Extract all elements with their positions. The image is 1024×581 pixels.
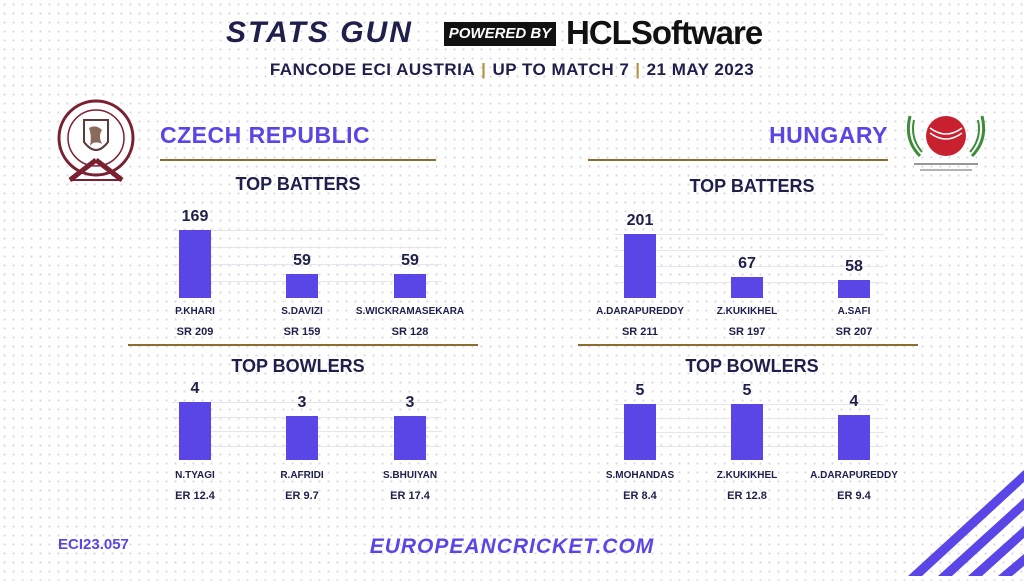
powered-by-badge: POWERED BY [444, 22, 556, 46]
player-stat-label: ER 12.4 [175, 490, 215, 502]
gridline [172, 402, 442, 403]
gridline [172, 264, 442, 265]
player-name-label: A.DARAPUREDDY [596, 306, 684, 317]
bar-value-label: 201 [626, 212, 654, 229]
bar-value-label: 169 [181, 208, 209, 225]
bar-value-label: 3 [297, 394, 307, 411]
player-name-label: Z.KUKIKHEL [716, 306, 778, 317]
player-name-label: S.DAVIZI [281, 306, 323, 317]
subtitle-match: UP TO MATCH 7 [492, 60, 630, 79]
player-stat-label: SR 197 [728, 326, 766, 338]
bar [179, 402, 211, 460]
team-name-hungary: HUNGARY [769, 122, 888, 148]
czech-cricket-crest-icon [56, 98, 136, 194]
bar [394, 274, 426, 298]
player-stat-label: SR 209 [176, 326, 214, 338]
player-name-label: A.DARAPUREDDY [810, 470, 898, 481]
subtitle-date: 21 MAY 2023 [646, 60, 755, 79]
gridline [614, 234, 884, 235]
subtitle-tournament: FANCODE ECI AUSTRIA [269, 60, 476, 79]
chart-title: TOP BOWLERS [685, 356, 819, 376]
player-stat-label: SR 211 [621, 326, 659, 338]
graphic-code: ECI23.057 [58, 536, 129, 553]
player-name-label: Z.KUKIKHEL [716, 470, 778, 481]
hungary-cricket-ball-icon [900, 106, 992, 178]
player-stat-label: SR 128 [391, 326, 429, 338]
bar [286, 416, 318, 460]
player-stat-label: ER 17.4 [390, 490, 430, 502]
bar [731, 277, 763, 298]
subtitle: FANCODE ECI AUSTRIA | UP TO MATCH 7 | 21 MAY… [0, 60, 1024, 80]
bar [838, 415, 870, 460]
player-stat-label: ER 12.8 [727, 490, 767, 502]
bar-value-label: 67 [738, 255, 756, 272]
player-stat-label: ER 8.4 [623, 490, 657, 502]
bar [394, 416, 426, 460]
subtitle-separator: | [635, 60, 641, 79]
player-stat-label: SR 159 [283, 326, 321, 338]
hungary-section-divider [578, 344, 918, 346]
bar-value-label: 58 [845, 258, 863, 275]
player-stat-label: ER 9.4 [837, 490, 871, 502]
website-link[interactable]: EUROPEANCRICKET.COM [369, 535, 655, 558]
bar-value-label: 5 [635, 382, 645, 399]
bar-value-label: 5 [742, 382, 752, 399]
player-stat-label: ER 9.7 [285, 490, 319, 502]
gridline [614, 266, 884, 267]
player-name-label: S.WICKRAMASEKARA [355, 306, 465, 317]
bar-value-label: 59 [293, 252, 311, 269]
player-name-label: P.KHARI [175, 306, 215, 317]
chart-title: TOP BATTERS [689, 176, 815, 196]
gridline [614, 250, 884, 251]
sponsor-logo-text: HCLSoftware [566, 14, 763, 51]
czech-title-rule [160, 159, 436, 161]
subtitle-separator: | [481, 60, 487, 79]
bar [624, 234, 656, 298]
bar [838, 280, 870, 298]
player-name-label: N.TYAGI [175, 470, 215, 481]
bar-value-label: 4 [849, 393, 859, 410]
stats-gun-title: STATS GUN [226, 16, 413, 49]
gridline [172, 230, 442, 231]
gridline [172, 247, 442, 248]
team-name-czech: CZECH REPUBLIC [160, 122, 371, 148]
chart-title: TOP BOWLERS [231, 356, 365, 376]
bar-value-label: 3 [405, 394, 415, 411]
bar [624, 404, 656, 460]
decorative-stripes [904, 470, 1024, 576]
player-stat-label: SR 207 [835, 326, 873, 338]
chart-title: TOP BATTERS [235, 174, 361, 194]
bar-value-label: 4 [190, 380, 200, 397]
player-name-label: A.SAFI [837, 306, 871, 317]
bar [286, 274, 318, 298]
czech-section-divider [128, 344, 478, 346]
hungary-title-rule [588, 159, 888, 161]
player-name-label: S.BHUIYAN [382, 470, 438, 481]
bar [731, 404, 763, 460]
bar-value-label: 59 [401, 252, 419, 269]
player-name-label: R.AFRIDI [280, 470, 324, 481]
bar [179, 230, 211, 298]
player-name-label: S.MOHANDAS [605, 470, 675, 481]
